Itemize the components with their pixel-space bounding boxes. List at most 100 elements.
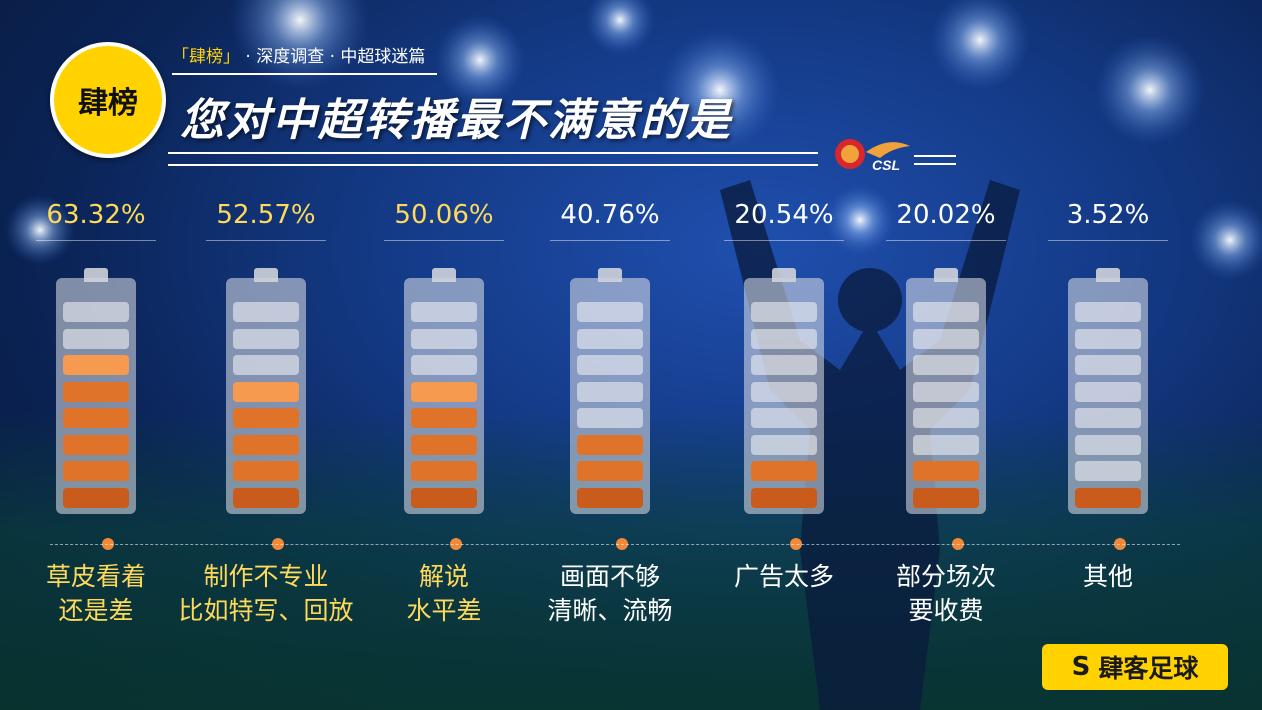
battery-segment-empty	[913, 408, 979, 428]
battery-segment-filled	[913, 487, 979, 508]
battery-segment-filled	[411, 461, 477, 481]
battery-segment-empty	[913, 328, 979, 349]
battery-segment-empty	[411, 302, 477, 322]
battery-segment-empty	[63, 328, 129, 349]
battery-segment-filled	[63, 381, 129, 402]
battery-segment-empty	[1075, 434, 1141, 455]
category-label-line: 要收费	[908, 596, 984, 625]
category-label-line: 制作不专业	[203, 562, 329, 591]
battery-segment-filled	[577, 487, 643, 508]
battery-body	[906, 278, 986, 514]
category-label: 画面不够 清晰、流畅	[510, 560, 710, 628]
category-label: 制作不专业 比如特写、回放	[166, 560, 366, 628]
battery-segment-empty	[913, 302, 979, 322]
battery-segment-filled	[63, 434, 129, 455]
battery-segment-empty	[1075, 408, 1141, 428]
battery-segment-empty	[751, 355, 817, 375]
value-label: 52.57%	[206, 200, 326, 241]
category-label-line: 水平差	[406, 596, 482, 625]
category-label-line: 广告太多	[733, 562, 834, 591]
battery-bar	[404, 268, 484, 516]
category-label-line: 其他	[1082, 562, 1133, 591]
battery-segment-filled	[63, 355, 129, 375]
battery-segment-empty	[411, 328, 477, 349]
brand-s-icon: S	[1071, 652, 1091, 682]
category-label-line: 画面不够	[559, 562, 660, 591]
battery-segment-empty	[233, 355, 299, 375]
csl-logo: CSL	[835, 139, 956, 173]
subtitle-rest: · 深度调查 · 中超球迷篇	[245, 47, 426, 67]
page-title: 您对中超转播最不满意的是	[180, 95, 732, 146]
value-label: 40.76%	[550, 200, 670, 241]
battery-body	[1068, 278, 1148, 514]
battery-body	[570, 278, 650, 514]
category-label-line: 草皮看着	[45, 562, 146, 591]
csl-logo-text: CSL	[872, 157, 900, 173]
battery-cap	[598, 268, 622, 282]
battery-segment-empty	[577, 328, 643, 349]
battery-segment-empty	[751, 408, 817, 428]
battery-segment-empty	[233, 302, 299, 322]
battery-segment-empty	[577, 408, 643, 428]
category-label: 部分场次 要收费	[846, 560, 1046, 628]
value-label: 20.02%	[886, 200, 1006, 241]
battery-segment-empty	[233, 328, 299, 349]
battery-segment-empty	[577, 302, 643, 322]
category-label-line: 还是差	[58, 596, 134, 625]
battery-bar	[56, 268, 136, 516]
battery-segment-empty	[751, 302, 817, 322]
battery-segment-filled	[751, 487, 817, 508]
category-label: 草皮看着 还是差	[0, 560, 196, 628]
battery-segment-filled	[577, 434, 643, 455]
subtitle-highlight: 「肆榜」	[172, 47, 240, 67]
battery-cap	[84, 268, 108, 282]
battery-segment-filled	[233, 434, 299, 455]
battery-segment-filled	[411, 381, 477, 402]
battery-segment-filled	[63, 461, 129, 481]
subtitle: 「肆榜」 · 深度调查 · 中超球迷篇	[172, 42, 437, 75]
value-label: 20.54%	[724, 200, 844, 241]
battery-body	[56, 278, 136, 514]
battery-segment-filled	[411, 408, 477, 428]
battery-segment-filled	[913, 461, 979, 481]
battery-segment-filled	[751, 461, 817, 481]
category-label-line: 清晰、流畅	[547, 596, 673, 625]
battery-cap	[432, 268, 456, 282]
battery-segment-filled	[233, 408, 299, 428]
battery-segment-empty	[577, 381, 643, 402]
category-label: 其他	[1008, 560, 1208, 594]
brand-badge: 肆榜	[50, 42, 166, 158]
battery-segment-empty	[63, 302, 129, 322]
battery-bar	[906, 268, 986, 516]
battery-segment-empty	[751, 328, 817, 349]
category-label: 广告太多	[684, 560, 884, 594]
battery-segment-empty	[411, 355, 477, 375]
value-label: 50.06%	[384, 200, 504, 241]
title-divider	[168, 152, 818, 166]
battery-bar	[570, 268, 650, 516]
battery-segment-empty	[1075, 355, 1141, 375]
battery-body	[226, 278, 306, 514]
battery-bar	[744, 268, 824, 516]
battery-segment-filled	[233, 487, 299, 508]
battery-segment-empty	[1075, 461, 1141, 481]
battery-segment-empty	[913, 381, 979, 402]
battery-body	[744, 278, 824, 514]
battery-segment-filled	[233, 381, 299, 402]
battery-segment-empty	[1075, 302, 1141, 322]
value-label: 3.52%	[1048, 200, 1168, 241]
brand-logo-footer: S 肆客足球	[1042, 644, 1228, 690]
battery-bar	[1068, 268, 1148, 516]
battery-body	[404, 278, 484, 514]
category-label: 解说 水平差	[344, 560, 544, 628]
category-axis	[50, 544, 1180, 545]
battery-segment-filled	[63, 487, 129, 508]
battery-segment-filled	[63, 408, 129, 428]
battery-segment-filled	[1075, 487, 1141, 508]
battery-segment-filled	[233, 461, 299, 481]
battery-segment-filled	[577, 461, 643, 481]
battery-segment-empty	[913, 434, 979, 455]
battery-segment-empty	[577, 355, 643, 375]
battery-segment-empty	[751, 381, 817, 402]
brand-name: 肆客足球	[1098, 654, 1199, 683]
